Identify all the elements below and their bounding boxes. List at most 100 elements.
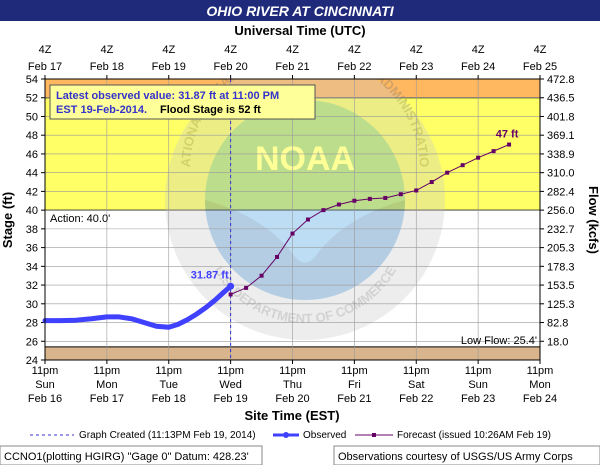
legend-forecast-label: Forecast (issued 10:26AM Feb 19): [397, 430, 551, 441]
title-bar: [0, 0, 600, 21]
footer-credit: Observations courtesy of USGS/US Army Co…: [338, 451, 573, 463]
infobox-line2-date: EST 19-Feb-2014.: [56, 104, 147, 116]
bottom-tick-date-1: Feb 17: [90, 393, 124, 405]
forecast-point-5: [305, 217, 310, 222]
bottom-tick-date-0: Feb 16: [28, 393, 62, 405]
top-tick-date-6: Feb 23: [399, 61, 433, 73]
bottom-tick-day-1: Mon: [96, 379, 117, 391]
y2-tick-label-14: 472.8: [547, 74, 575, 86]
y-tick-label-5: 34: [26, 261, 38, 273]
top-tick-date-0: Feb 17: [28, 61, 62, 73]
y-tick-label-9: 42: [26, 186, 38, 198]
bottom-tick-date-2: Feb 18: [152, 393, 186, 405]
y-tick-label-15: 54: [26, 74, 38, 86]
observed-last-point: [227, 282, 235, 290]
bottom-tick-day-2: Tue: [159, 379, 178, 391]
action-stage-label: Action: 40.0': [50, 213, 110, 225]
forecast-point-18: [507, 142, 512, 147]
bottom-tick-date-8: Feb 24: [523, 393, 557, 405]
bottom-tick-date-5: Feb 21: [337, 393, 371, 405]
forecast-point-1: [244, 285, 249, 290]
bottom-tick-time-0: 11pm: [32, 365, 59, 377]
y-tick-label-14: 52: [26, 93, 38, 105]
forecast-point-8: [352, 198, 357, 203]
y2-tick-label-5: 205.3: [547, 243, 575, 255]
top-tick-hour-2: 4Z: [162, 44, 175, 56]
observed-series: [42, 282, 235, 330]
bottom-tick-date-4: Feb 20: [275, 393, 309, 405]
watermark-gull: [205, 200, 405, 300]
y2-tick-label-13: 436.5: [547, 93, 575, 105]
y2-axis: 18.0 82.8 125.3 153.5 178.3 205.3 232.7 256.0 28…: [540, 74, 575, 348]
bottom-tick-day-4: Thu: [283, 379, 302, 391]
legend: Graph Created (11:13PM Feb 19, 2014) Obs…: [30, 430, 551, 441]
top-tick-hour-6: 4Z: [410, 44, 423, 56]
y-tick-label-7: 38: [26, 224, 38, 236]
top-tick-hour-7: 4Z: [472, 44, 485, 56]
top-tick-date-7: Feb 24: [461, 61, 495, 73]
y2-tick-label-1: 82.8: [547, 318, 568, 330]
forecast-point-2: [259, 273, 264, 278]
bottom-tick-date-3: Feb 19: [214, 393, 248, 405]
y-tick-label-8: 40: [26, 205, 38, 217]
y2-tick-label-12: 401.8: [547, 111, 575, 123]
top-tick-date-1: Feb 18: [90, 61, 124, 73]
bottom-tick-day-7: Sun: [468, 379, 488, 391]
top-axis-label: Universal Time (UTC): [234, 23, 365, 38]
y2-tick-label-2: 125.3: [547, 299, 575, 311]
y2-tick-label-7: 256.0: [547, 205, 575, 217]
y2-tick-label-10: 338.9: [547, 149, 575, 161]
y-tick-label-6: 36: [26, 243, 38, 255]
y-tick-label-4: 32: [26, 280, 38, 292]
y2-tick-label-0: 18.0: [547, 336, 568, 348]
top-tick-hour-1: 4Z: [100, 44, 113, 56]
footer-datum: CCNO1(plotting HGIRG) "Gage 0" Datum: 42…: [4, 451, 249, 463]
y-tick-label-12: 48: [26, 130, 38, 142]
bottom-axis: 11pm Sun Feb 16 11pm Mon Feb 17 11pm Tue Feb 18 1…: [28, 360, 557, 405]
y-axis: 24 26 28 30 32 34 36 38 40 42 44 46 48 50 52 54: [26, 74, 45, 367]
forecast-point-16: [476, 155, 481, 160]
y2-tick-label-3: 153.5: [547, 280, 575, 292]
bottom-tick-date-7: Feb 23: [461, 393, 495, 405]
forecast-series: [228, 142, 512, 297]
y2-tick-label-9: 310.0: [547, 168, 575, 180]
y-tick-label-0: 24: [26, 355, 38, 367]
bottom-tick-day-5: Fri: [348, 379, 361, 391]
forecast-point-11: [398, 192, 403, 197]
y2-tick-label-4: 178.3: [547, 261, 575, 273]
bottom-tick-time-3: 11pm: [217, 365, 244, 377]
top-tick-date-8: Feb 25: [523, 61, 557, 73]
infobox-line2-flood: Flood Stage is 52 ft: [160, 104, 261, 116]
watermark-disc: [205, 100, 405, 300]
forecast-point-3: [275, 254, 280, 259]
top-tick-date-2: Feb 19: [152, 61, 186, 73]
forecast-point-10: [383, 195, 388, 200]
observed-line: [42, 283, 234, 330]
y-tick-label-10: 44: [26, 168, 38, 180]
top-tick-date-5: Feb 22: [337, 61, 371, 73]
watermark-ring: [165, 79, 445, 340]
y2-tick-label-11: 369.1: [547, 130, 575, 142]
legend-created-label: Graph Created (11:13PM Feb 19, 2014): [79, 430, 256, 441]
forecast-point-7: [336, 202, 341, 207]
infobox-frame: [49, 84, 316, 120]
forecast-point-9: [367, 196, 372, 201]
legend-observed-label: Observed: [303, 430, 346, 441]
forecast-point-12: [414, 188, 419, 193]
bottom-tick-day-6: Sat: [408, 379, 425, 391]
forecast-point-15: [460, 163, 465, 168]
y-tick-label-11: 46: [26, 149, 38, 161]
bottom-tick-time-7: 11pm: [465, 365, 492, 377]
y2-tick-label-6: 232.7: [547, 224, 575, 236]
top-tick-date-4: Feb 21: [275, 61, 309, 73]
top-tick-hour-0: 4Z: [39, 44, 52, 56]
bottom-tick-time-4: 11pm: [279, 365, 306, 377]
bottom-tick-day-0: Sun: [35, 379, 55, 391]
forecast-point-14: [445, 170, 450, 175]
bottom-tick-time-6: 11pm: [403, 365, 430, 377]
legend-observed-marker: [283, 432, 289, 438]
watermark-noaa: NOAA: [255, 140, 355, 178]
y-axis-label: Stage (ft): [0, 192, 15, 248]
x-axis-label: Site Time (EST): [244, 408, 339, 423]
